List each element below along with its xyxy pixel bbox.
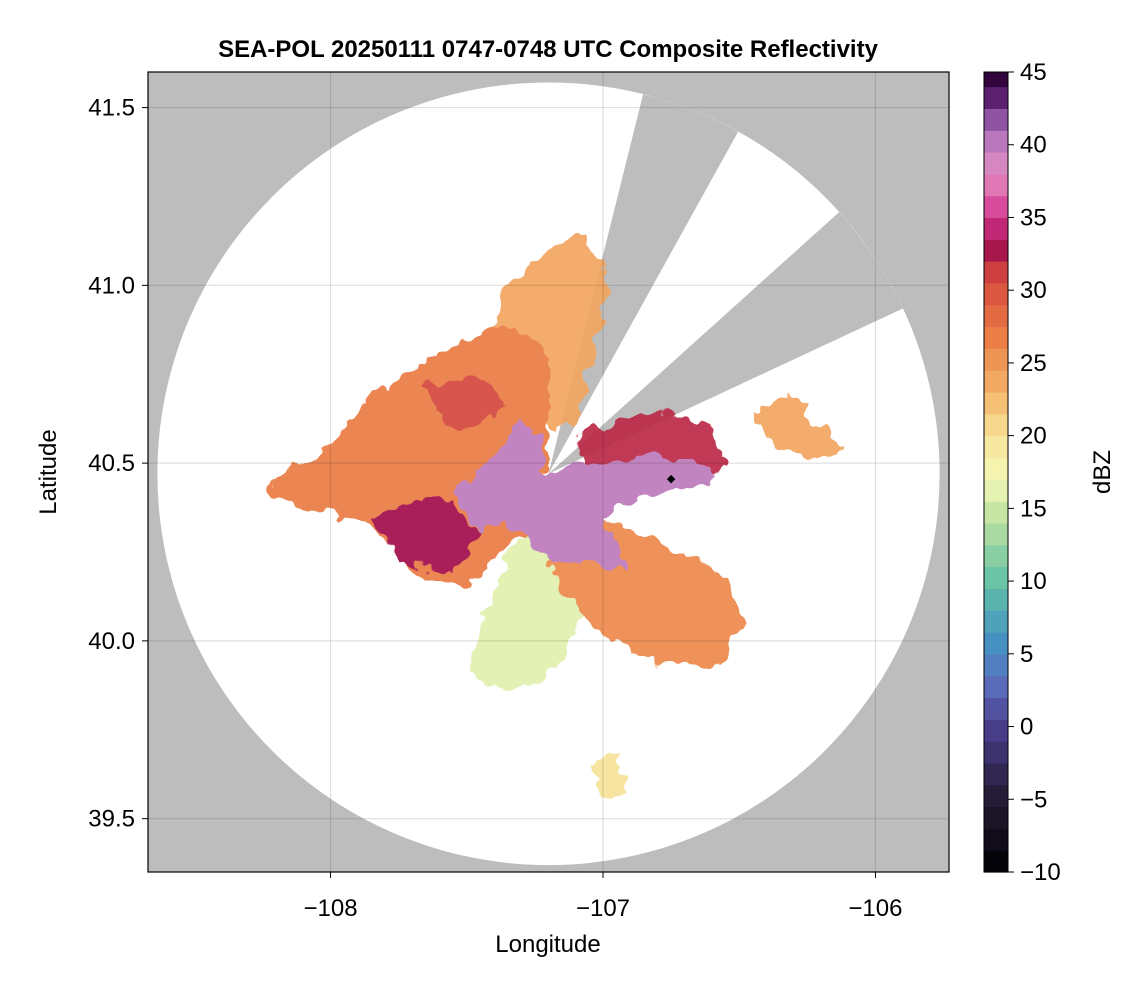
colorbar-segment bbox=[984, 392, 1008, 415]
colorbar-segment bbox=[984, 217, 1008, 240]
x-axis-ticks: −108 −107 −106 bbox=[304, 872, 902, 922]
colorbar-segment bbox=[984, 239, 1008, 262]
reflectivity-echoes bbox=[262, 232, 849, 798]
colorbar-segment bbox=[984, 86, 1008, 109]
colorbar-segment bbox=[984, 413, 1008, 437]
colorbar-tick-label: 10 bbox=[1020, 568, 1047, 595]
colorbar-segment bbox=[984, 566, 1008, 589]
colorbar-segment bbox=[984, 479, 1008, 502]
colorbar-tick-label: −5 bbox=[1020, 786, 1047, 813]
colorbar-tick-label: −10 bbox=[1020, 859, 1061, 886]
colorbar-segment bbox=[984, 348, 1008, 371]
plot-frame bbox=[147, 71, 950, 873]
colorbar-segment bbox=[984, 326, 1008, 349]
colorbar-tick-label: 0 bbox=[1020, 714, 1033, 741]
x-tick-label: −106 bbox=[848, 895, 902, 922]
colorbar-segment bbox=[984, 282, 1008, 306]
colorbar-tick-label: 45 bbox=[1020, 59, 1047, 86]
colorbar-label: dBZ bbox=[1089, 450, 1116, 494]
colorbar-segment bbox=[984, 370, 1008, 393]
colorbar-segment bbox=[984, 762, 1008, 786]
echo-core bbox=[453, 420, 712, 570]
colorbar-segment bbox=[984, 719, 1008, 742]
colorbar-segment bbox=[984, 828, 1008, 851]
y-tick-label: 41.0 bbox=[88, 272, 135, 299]
echo-south-cell bbox=[589, 754, 625, 798]
y-tick-label: 40.5 bbox=[88, 450, 135, 477]
x-tick-label: −108 bbox=[304, 895, 358, 922]
colorbar-segment bbox=[984, 653, 1008, 677]
colorbar-segment bbox=[984, 632, 1008, 655]
colorbar-ticks: −10 −5 0 5 10 15 20 25 30 35 40 45 bbox=[1008, 59, 1061, 886]
colorbar-segment bbox=[984, 108, 1008, 131]
colorbar-frame bbox=[983, 71, 1009, 873]
site-marker bbox=[666, 474, 676, 484]
colorbar-tick-label: 5 bbox=[1020, 641, 1033, 668]
chart-title: SEA-POL 20250111 0747-0748 UTC Composite… bbox=[218, 36, 879, 63]
colorbar-tick-label: 35 bbox=[1020, 204, 1047, 231]
colorbar-segment bbox=[984, 501, 1008, 524]
colorbar-tick-label: 40 bbox=[1020, 132, 1047, 159]
colorbar-segment bbox=[984, 610, 1008, 633]
colorbar-segment bbox=[984, 741, 1008, 764]
x-tick-label: −107 bbox=[576, 895, 630, 922]
echo-east-cells bbox=[752, 392, 849, 464]
colorbar-segment bbox=[984, 697, 1008, 720]
echo-west-core bbox=[371, 491, 481, 570]
colorbar-segment bbox=[984, 435, 1008, 459]
y-tick-label: 41.5 bbox=[88, 95, 135, 122]
colorbar-segment bbox=[984, 522, 1008, 546]
colorbar-segment bbox=[984, 850, 1008, 873]
y-axis-ticks: 39.5 40.0 40.5 41.0 41.5 bbox=[88, 95, 148, 833]
colorbar-segment bbox=[984, 457, 1008, 480]
colorbar-segment bbox=[984, 304, 1008, 328]
colorbar-segment bbox=[984, 261, 1008, 284]
colorbar-tick-label: 15 bbox=[1020, 495, 1047, 522]
colorbar-segment bbox=[984, 195, 1008, 219]
grid-lines bbox=[148, 72, 949, 872]
colorbar-segment bbox=[984, 152, 1008, 175]
colorbar-segment bbox=[984, 588, 1008, 611]
colorbar-tick-label: 20 bbox=[1020, 423, 1047, 450]
y-axis-label: Latitude bbox=[35, 429, 62, 514]
colorbar-segment bbox=[984, 544, 1008, 568]
plot-area bbox=[148, 72, 949, 872]
y-tick-label: 40.0 bbox=[88, 628, 135, 655]
colorbar bbox=[984, 72, 1008, 873]
colorbar-segment bbox=[984, 173, 1008, 197]
colorbar-tick-label: 30 bbox=[1020, 277, 1047, 304]
colorbar-tick-label: 25 bbox=[1020, 350, 1047, 377]
colorbar-segment bbox=[984, 72, 1008, 88]
colorbar-segment bbox=[984, 806, 1008, 829]
colorbar-segment bbox=[984, 675, 1008, 699]
echo-northwest-core bbox=[425, 374, 508, 428]
colorbar-segment bbox=[984, 130, 1008, 153]
y-tick-label: 39.5 bbox=[88, 806, 135, 833]
x-axis-label: Longitude bbox=[495, 931, 600, 958]
colorbar-segment bbox=[984, 784, 1008, 808]
